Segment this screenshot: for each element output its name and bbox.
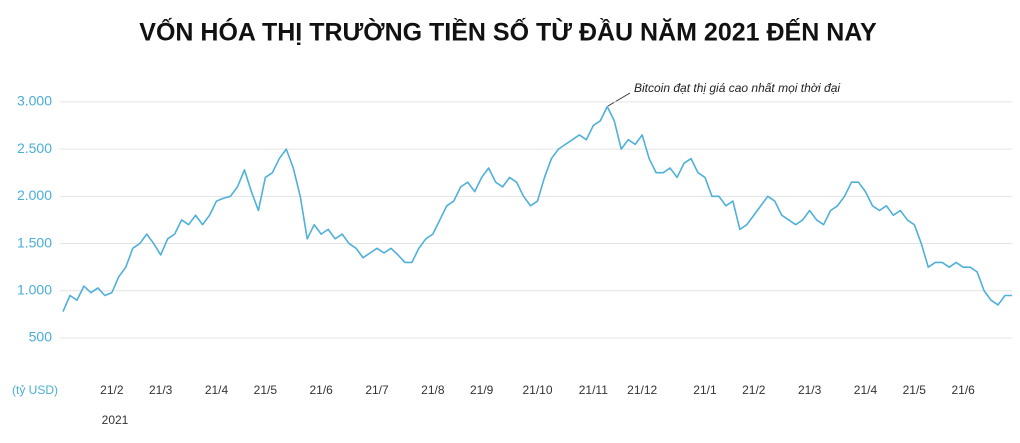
x-tick-label: 21/9 [470,383,494,397]
x-tick-label: 21/6 [310,383,334,397]
y-tick-label: 500 [29,329,53,345]
y-tick-label: 1.500 [17,234,52,250]
x-tick-label: 21/8 [421,383,445,397]
x-tick-label: 21/2 [742,383,766,397]
x-tick-label: 21/12 [627,383,657,397]
year-label: 2021 [102,413,129,427]
data-line [62,105,1012,312]
y-tick-label: 2.500 [17,140,52,156]
x-tick-label: 21/10 [522,383,552,397]
annotation-pointer [607,92,631,107]
x-tick-label: 21/3 [798,383,822,397]
y-tick-label: 2.000 [17,187,52,203]
y-unit-label: (tỷ USD) [12,383,58,397]
y-tick-label: 1.000 [17,281,52,297]
chart-title: VỐN HÓA THỊ TRƯỜNG TIỀN SỐ TỪ ĐẦU NĂM 20… [139,17,877,47]
x-tick-label: 21/3 [149,383,173,397]
x-tick-label: 21/2 [100,383,124,397]
x-tick-label: 21/7 [365,383,389,397]
y-tick-label: 3.000 [17,93,52,109]
x-tick-label: 21/1 [693,383,717,397]
x-tick-label: 21/4 [205,383,229,397]
x-tick-label: 21/6 [951,383,975,397]
x-tick-label: 21/4 [854,383,878,397]
x-tick-label: 21/11 [579,383,608,397]
x-tick-label: 21/5 [903,383,927,397]
x-tick-label: 21/5 [254,383,278,397]
annotation: Bitcoin đạt thị giá cao nhất mọi thời đạ… [634,81,840,95]
